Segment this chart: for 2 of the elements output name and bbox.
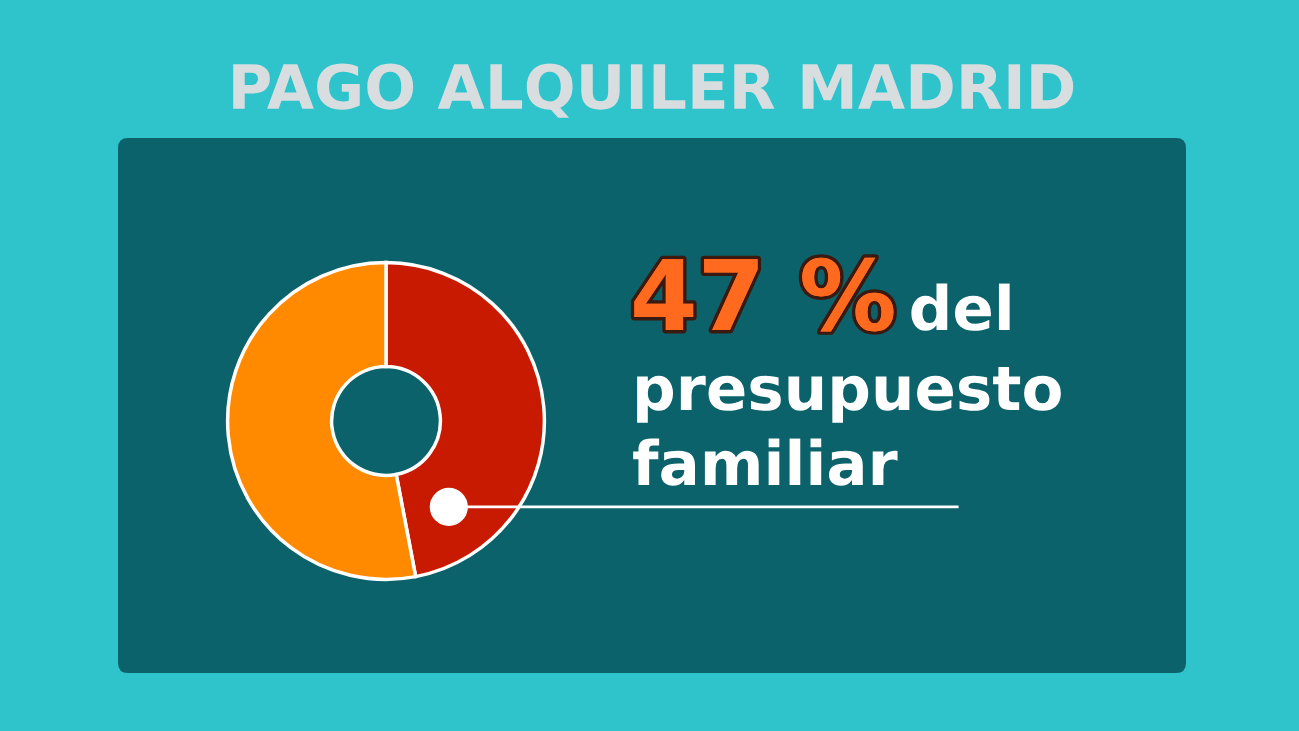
text: 47 %: [634, 257, 894, 332]
chart-title: PAGO ALQUILER MADRID: [233, 63, 1074, 118]
